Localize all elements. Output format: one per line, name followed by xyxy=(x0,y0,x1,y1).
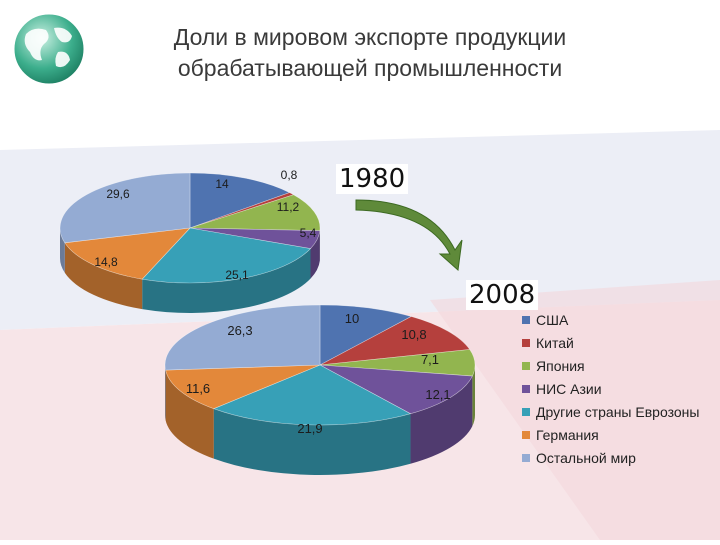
legend-entry-0: США xyxy=(536,312,569,328)
pie-1980-label-5: 14,8 xyxy=(94,255,118,269)
pie-2008-label-1: 10,8 xyxy=(401,327,426,342)
year-label-1980: 1980 xyxy=(336,164,408,194)
legend-swatch-5 xyxy=(522,431,530,439)
pie-2008-label-6: 26,3 xyxy=(227,323,252,338)
pie-1980-label-1: 0,8 xyxy=(281,168,298,182)
legend-swatch-2 xyxy=(522,362,530,370)
year-label-2008: 2008 xyxy=(466,280,538,310)
legend-swatch-1 xyxy=(522,339,530,347)
pie-2008-label-0: 10 xyxy=(345,311,359,326)
pie-2008-label-4: 21,9 xyxy=(297,421,322,436)
pie-2008-label-5: 11,6 xyxy=(186,381,210,396)
legend-swatch-0 xyxy=(522,316,530,324)
legend-entry-1: Китай xyxy=(536,335,574,351)
legend-entry-2: Япония xyxy=(536,358,585,374)
legend-swatch-6 xyxy=(522,454,530,462)
pie-1980-label-2: 11,2 xyxy=(277,200,300,214)
pie-1980-label-6: 29,6 xyxy=(106,187,130,201)
pie-1980-label-4: 25,1 xyxy=(225,268,249,282)
legend-swatch-4 xyxy=(522,408,530,416)
legend-entry-5: Германия xyxy=(536,427,599,443)
pie-2008-label-2: 7,1 xyxy=(421,352,439,367)
pie-1980-label-0: 14 xyxy=(215,177,229,191)
pie-1980 xyxy=(60,173,320,313)
legend-entry-4: Другие страны Еврозоны xyxy=(536,404,699,420)
legend-swatch-3 xyxy=(522,385,530,393)
legend-entry-6: Остальной мир xyxy=(536,450,636,466)
legend-entry-3: НИС Азии xyxy=(536,381,602,397)
pie-1980-label-3: 5,4 xyxy=(300,226,317,240)
pie-2008-label-3: 12,1 xyxy=(425,387,450,402)
pie-2008-side-6 xyxy=(165,365,166,420)
legend: США Китай Япония НИС Азии Другие страны Евро… xyxy=(522,312,699,466)
transition-arrow xyxy=(356,200,462,270)
